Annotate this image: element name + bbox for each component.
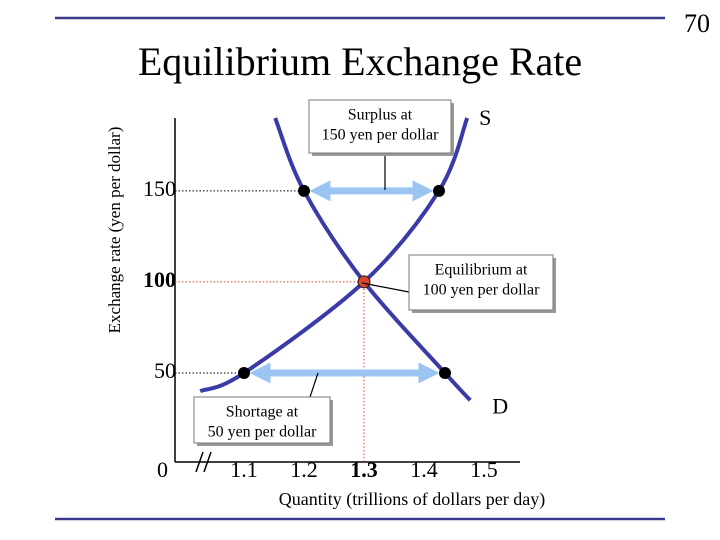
callout-text: Equilibrium at — [435, 262, 528, 279]
point — [238, 366, 250, 379]
callout-text: 100 yen per dollar — [423, 282, 541, 299]
x-tick-label: 1.4 — [410, 457, 438, 482]
y-tick-label: 50 — [154, 358, 176, 383]
curve-label: D — [492, 393, 508, 418]
chart-title: Equilibrium Exchange Rate — [138, 39, 582, 84]
callout-pointer — [361, 282, 410, 293]
callout-text: Shortage at — [226, 404, 299, 421]
callout-text: 50 yen per dollar — [208, 424, 318, 441]
y-tick-label: 100 — [143, 267, 176, 292]
page-number: 70 — [684, 9, 710, 38]
point — [439, 366, 451, 379]
point — [433, 184, 445, 197]
axis-break — [195, 451, 204, 473]
y-tick-label: 150 — [143, 176, 176, 201]
x-tick-label: 1.2 — [290, 457, 318, 482]
x-tick-label: 1.5 — [470, 457, 498, 482]
callout-text: Surplus at — [348, 107, 413, 124]
callout-pointer — [309, 372, 319, 398]
callout-box — [408, 254, 554, 311]
x-tick-label: 1.1 — [230, 457, 258, 482]
curve-label: S — [479, 105, 491, 130]
y-axis-label: Exchange rate (yen per dollar) — [105, 127, 124, 334]
equilibrium-point — [357, 275, 371, 289]
point — [298, 184, 310, 197]
callout-text: 150 yen per dollar — [322, 127, 440, 144]
x-axis-label: Quantity (trillions of dollars per day) — [279, 489, 545, 510]
axis-break — [203, 451, 212, 473]
callout-box — [193, 396, 331, 444]
callout-box — [308, 99, 452, 154]
y-tick-label: 0 — [157, 457, 168, 482]
